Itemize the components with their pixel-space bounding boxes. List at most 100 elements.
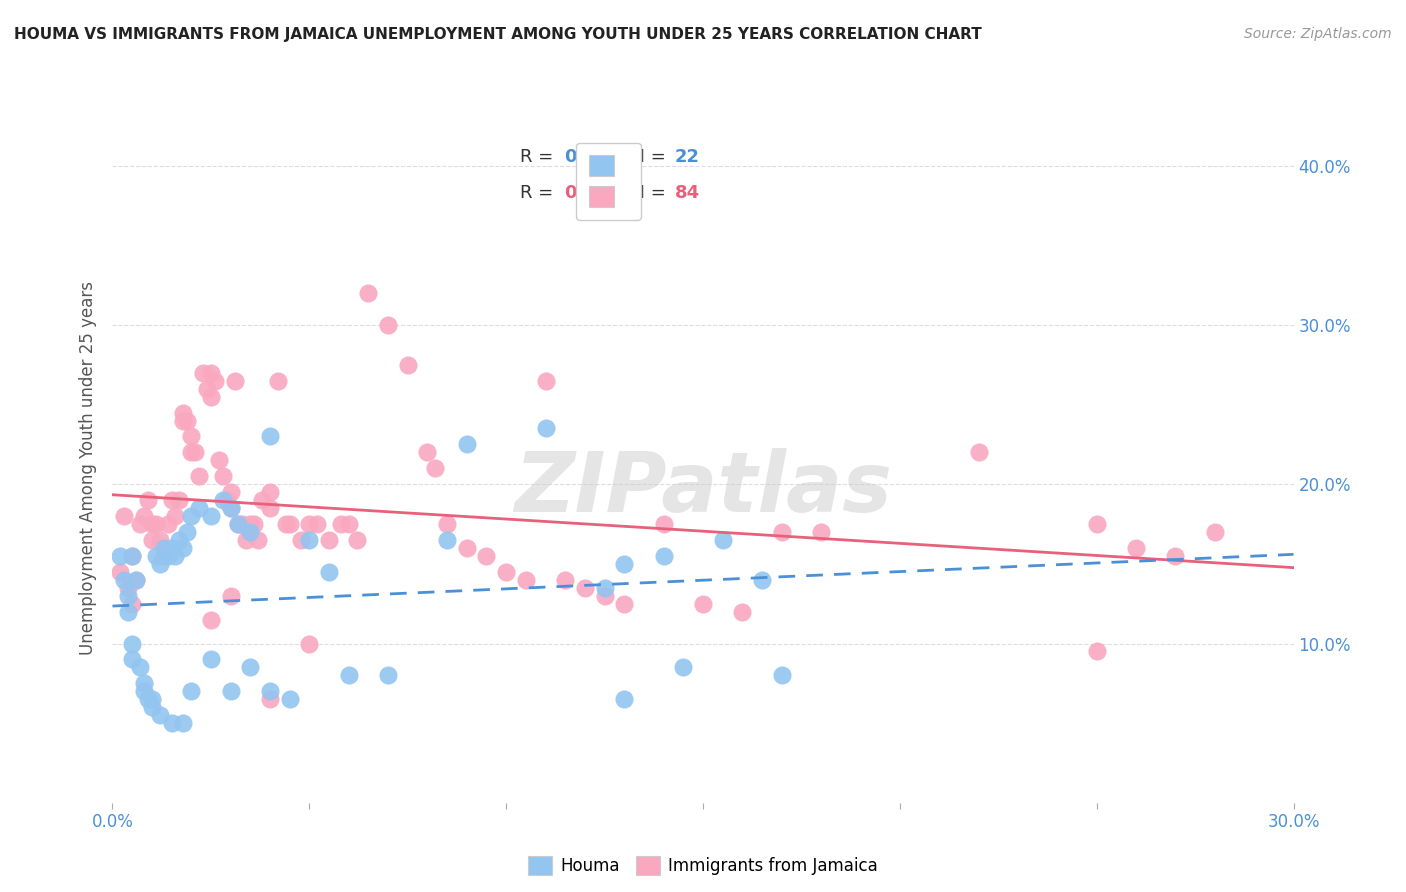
Point: [652, 517, 675, 532]
Point: [132, 676, 155, 690]
Point: [145, 517, 167, 532]
Text: N =: N =: [620, 184, 672, 202]
Point: [377, 318, 399, 332]
Point: [770, 668, 793, 682]
Point: [208, 453, 231, 467]
Point: [200, 509, 222, 524]
Point: [129, 517, 152, 532]
Point: [160, 716, 183, 731]
Point: [329, 517, 352, 532]
Point: [239, 660, 262, 674]
Point: [184, 445, 207, 459]
Point: [250, 493, 273, 508]
Point: [211, 469, 233, 483]
Point: [810, 524, 832, 539]
Point: [357, 286, 380, 301]
Point: [267, 374, 290, 388]
Point: [593, 581, 616, 595]
Point: [172, 716, 194, 731]
Point: [224, 374, 246, 388]
Point: [121, 549, 143, 563]
Point: [231, 517, 253, 532]
Point: [165, 509, 187, 524]
Text: 22: 22: [675, 148, 700, 166]
Point: [416, 445, 439, 459]
Point: [235, 533, 257, 547]
Point: [172, 406, 194, 420]
Point: [396, 358, 419, 372]
Text: 0.132: 0.132: [564, 148, 620, 166]
Point: [152, 541, 174, 555]
Point: [613, 597, 636, 611]
Point: [534, 421, 557, 435]
Text: ZIPatlas: ZIPatlas: [515, 448, 891, 529]
Point: [436, 533, 458, 547]
Point: [219, 501, 242, 516]
Point: [149, 533, 172, 547]
Point: [593, 589, 616, 603]
Point: [318, 533, 340, 547]
Text: HOUMA VS IMMIGRANTS FROM JAMAICA UNEMPLOYMENT AMONG YOUTH UNDER 25 YEARS CORRELA: HOUMA VS IMMIGRANTS FROM JAMAICA UNEMPLO…: [14, 27, 981, 42]
Point: [259, 684, 281, 698]
Point: [219, 589, 242, 603]
Point: [117, 581, 139, 595]
Point: [692, 597, 714, 611]
Point: [129, 660, 152, 674]
Point: [188, 469, 211, 483]
Point: [515, 573, 537, 587]
Point: [1164, 549, 1187, 563]
Point: [141, 517, 163, 532]
Point: [259, 692, 281, 706]
Point: [534, 374, 557, 388]
Point: [219, 684, 242, 698]
Point: [274, 517, 297, 532]
Point: [165, 549, 187, 563]
Text: N =: N =: [620, 148, 672, 166]
Point: [160, 493, 183, 508]
Point: [204, 374, 226, 388]
Text: 0.223: 0.223: [564, 184, 620, 202]
Point: [1125, 541, 1147, 555]
Text: R =: R =: [520, 148, 560, 166]
Point: [1085, 517, 1108, 532]
Point: [112, 573, 135, 587]
Point: [456, 437, 478, 451]
Point: [228, 517, 250, 532]
Legend: Houma, Immigrants from Jamaica: Houma, Immigrants from Jamaica: [522, 849, 884, 881]
Text: R =: R =: [520, 184, 560, 202]
Point: [731, 605, 754, 619]
Point: [180, 509, 202, 524]
Point: [141, 533, 163, 547]
Point: [136, 692, 159, 706]
Point: [169, 493, 191, 508]
Point: [180, 429, 202, 443]
Point: [112, 509, 135, 524]
Point: [298, 533, 321, 547]
Point: [456, 541, 478, 555]
Point: [751, 573, 773, 587]
Point: [191, 366, 214, 380]
Point: [195, 382, 218, 396]
Point: [141, 692, 163, 706]
Point: [337, 668, 360, 682]
Point: [141, 700, 163, 714]
Point: [967, 445, 990, 459]
Point: [121, 636, 143, 650]
Point: [200, 652, 222, 666]
Point: [176, 413, 198, 427]
Point: [239, 524, 262, 539]
Point: [574, 581, 596, 595]
Point: [652, 549, 675, 563]
Point: [149, 708, 172, 723]
Point: [554, 573, 576, 587]
Point: [247, 533, 270, 547]
Point: [156, 549, 179, 563]
Point: [117, 605, 139, 619]
Point: [110, 565, 132, 579]
Point: [228, 517, 250, 532]
Point: [121, 549, 143, 563]
Point: [770, 524, 793, 539]
Point: [160, 541, 183, 555]
Point: [149, 557, 172, 571]
Point: [110, 549, 132, 563]
